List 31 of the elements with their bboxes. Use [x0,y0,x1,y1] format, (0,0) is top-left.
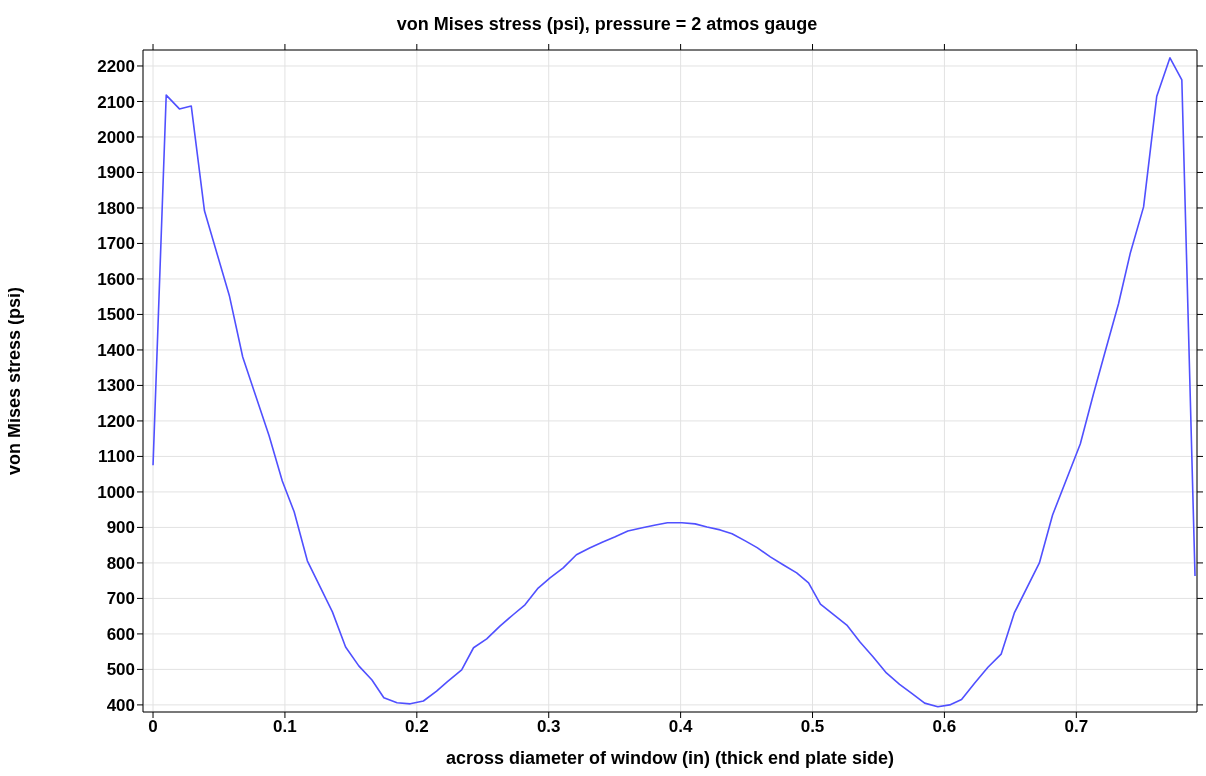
y-tick-label: 1900 [97,163,135,183]
y-tick-label: 1400 [97,340,135,360]
x-tick-label: 0.2 [405,717,429,737]
y-tick-label: 1300 [97,376,135,396]
x-tick-label: 0.1 [273,717,297,737]
y-axis-title: von Mises stress (psi) [4,286,25,476]
y-tick-label: 800 [106,553,135,573]
y-tick-label: 1200 [97,411,135,431]
y-tick-label: 900 [106,518,135,538]
x-tick-label: 0.7 [1064,717,1089,737]
y-tick-label: 1100 [98,447,135,467]
x-tick-label: 0 [148,717,158,737]
y-tick-label: 1700 [97,234,135,254]
x-tick-label: 0.6 [932,717,957,737]
y-tick-label: 2200 [97,57,135,77]
x-axis-title: across diameter of window (in) (thick end plate side) [445,748,895,768]
line-series [152,57,1196,708]
y-tick-label: 700 [106,589,135,609]
chart-title: von Mises stress (psi), pressure = 2 atmos gauge [395,14,819,35]
y-tick-label: 2000 [97,128,135,147]
y-tick-label: 1800 [97,198,135,218]
x-tick-label: 0.4 [668,717,693,737]
y-tick-label: 1600 [97,269,135,289]
y-tick-label: 500 [106,660,135,680]
y-tick-label: 400 [106,695,135,715]
x-tick-label: 0.5 [800,717,825,737]
y-tick-label: 600 [106,624,135,644]
y-tick-label: 2100 [97,92,135,112]
y-tick-label: 1500 [97,305,135,325]
y-tick-label: 1000 [97,482,135,502]
x-tick-label: 0.3 [536,717,561,737]
